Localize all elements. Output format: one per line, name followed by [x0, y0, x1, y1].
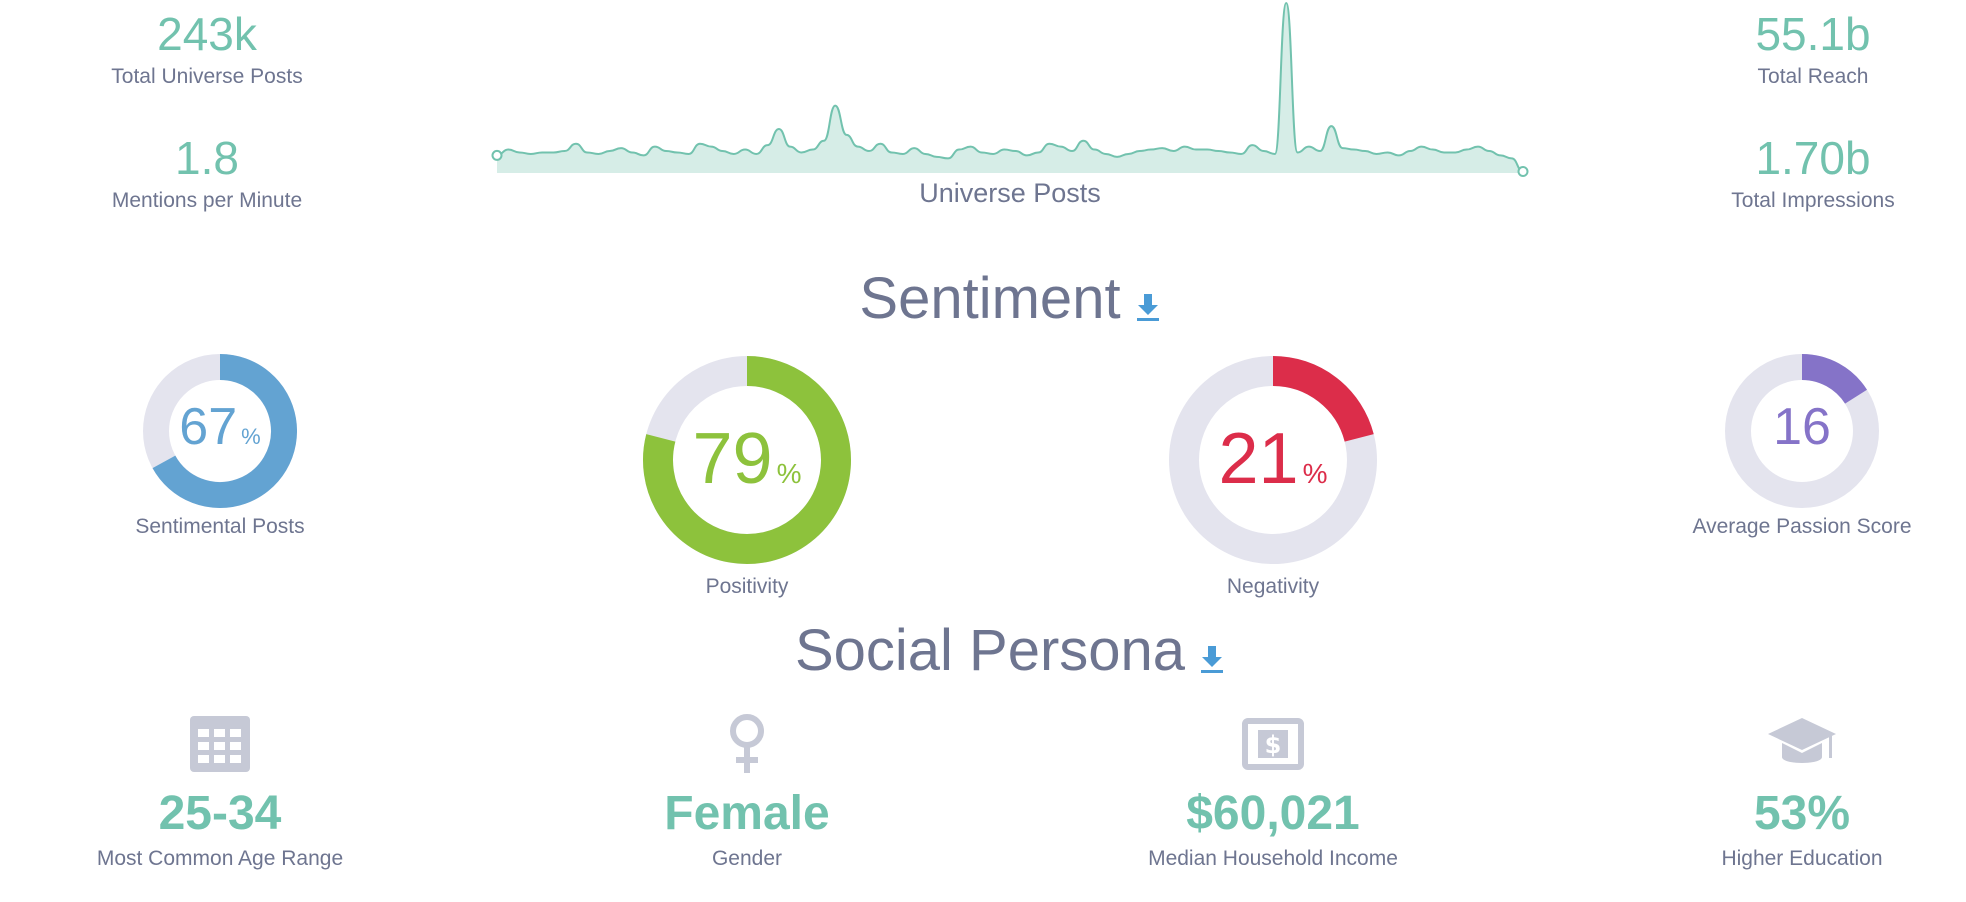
- donut-unit: %: [776, 458, 802, 489]
- donut-arc: [1801, 354, 1868, 405]
- persona-value: 25-34: [158, 787, 282, 840]
- download-icon[interactable]: [1199, 620, 1225, 690]
- donut-arc: [1272, 356, 1374, 443]
- stat-value: 243k: [157, 8, 257, 60]
- average-passion-score-value: 16: [1725, 395, 1879, 459]
- sparkline-end-point: [1517, 166, 1529, 178]
- persona-label: Higher Education: [1721, 847, 1883, 870]
- average-passion-score-donut: [1725, 354, 1879, 508]
- download-icon[interactable]: [1135, 268, 1161, 338]
- sentimental-posts-label: Sentimental Posts: [135, 515, 305, 538]
- sparkline-area: [497, 3, 1523, 173]
- positivity-label: Positivity: [705, 575, 789, 598]
- stat-value: 1.8: [175, 132, 239, 184]
- sparkline-start-point: [491, 149, 503, 161]
- stat-mentions-per-minute: 1.8 Mentions per Minute: [57, 132, 357, 214]
- stat-label: Total Reach: [1757, 65, 1869, 88]
- stat-label: Mentions per Minute: [111, 189, 303, 212]
- positivity-value: 79%: [641, 414, 853, 504]
- persona-label: Gender: [711, 847, 783, 870]
- donut-number: 79: [692, 419, 773, 499]
- donut-number: 21: [1218, 419, 1299, 499]
- graduation-cap-icon: [1622, 712, 1966, 776]
- negativity-donut: [1169, 356, 1377, 564]
- stat-total-universe-posts: 243k Total Universe Posts: [57, 8, 357, 90]
- persona-label: Most Common Age Range: [96, 847, 344, 870]
- stat-value: 1.70b: [1755, 132, 1871, 184]
- persona-gender: Female Gender: [567, 712, 927, 872]
- social-persona-title: Social Persona: [710, 616, 1310, 690]
- negativity-value: 21%: [1167, 414, 1379, 504]
- persona-value: $60,021: [1186, 787, 1360, 840]
- stat-total-impressions: 1.70b Total Impressions: [1663, 132, 1963, 214]
- donut-number: 67: [179, 398, 238, 456]
- average-passion-score-label: Average Passion Score: [1692, 515, 1912, 538]
- donut-arc: [152, 354, 297, 508]
- persona-age-range: 25-34 Most Common Age Range: [40, 712, 400, 872]
- calendar-grid-icon: [40, 712, 400, 776]
- stat-label: Total Impressions: [1731, 189, 1895, 212]
- sentimental-posts-donut: [143, 354, 297, 508]
- stat-label: Total Universe Posts: [111, 65, 303, 88]
- stat-value: 55.1b: [1755, 8, 1871, 60]
- persona-label: Median Household Income: [1148, 847, 1398, 870]
- female-icon: [567, 712, 927, 776]
- sentiment-title-text: Sentiment: [859, 266, 1121, 331]
- dollar-bill-icon: $: [1093, 712, 1453, 776]
- sparkline-line: [496, 1, 1524, 173]
- persona-education: 53% Higher Education: [1622, 712, 1966, 872]
- donut-arc: [643, 356, 851, 564]
- persona-value: 53%: [1753, 787, 1851, 840]
- social-persona-title-text: Social Persona: [794, 618, 1186, 683]
- stat-total-reach: 55.1b Total Reach: [1663, 8, 1963, 90]
- donut-unit: %: [241, 424, 261, 449]
- donut-number: 16: [1773, 398, 1831, 456]
- svg-text:$: $: [1265, 731, 1282, 759]
- persona-value: Female: [664, 787, 830, 840]
- persona-income: $ $60,021 Median Household Income: [1093, 712, 1453, 872]
- sentiment-title: Sentiment: [710, 264, 1310, 338]
- positivity-donut: [643, 356, 851, 564]
- negativity-label: Negativity: [1226, 575, 1320, 598]
- universe-posts-sparkline: [491, 1, 1529, 178]
- universe-posts-label: Universe Posts: [919, 178, 1101, 208]
- donut-unit: %: [1302, 458, 1328, 489]
- sentimental-posts-value: 67%: [143, 395, 297, 459]
